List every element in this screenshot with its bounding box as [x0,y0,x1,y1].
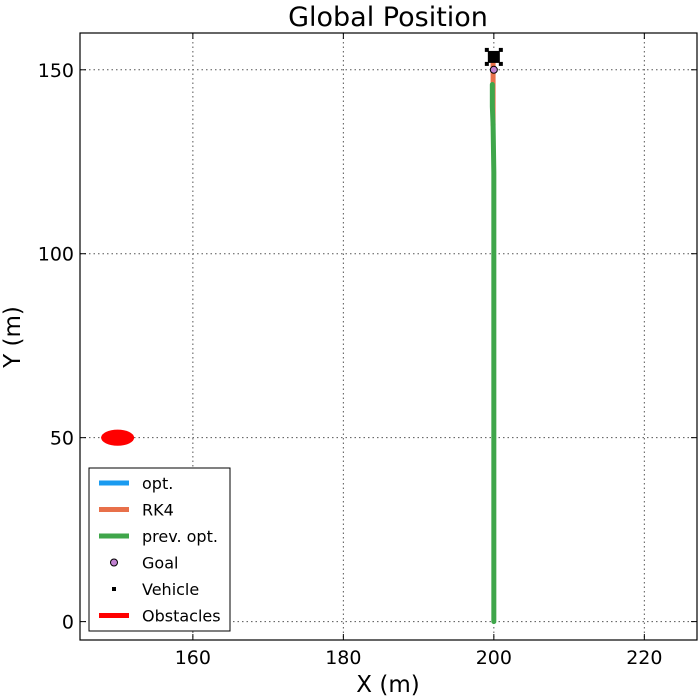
legend-label: RK4 [142,501,174,520]
series-line-prev-opt- [489,82,497,625]
vehicle-wheel-mark [498,47,503,52]
x-axis-label: X (m) [356,672,419,698]
plot-area [101,47,503,625]
plot-frame [79,32,698,641]
legend-label: Goal [142,554,178,573]
x-tick-label: 160 [175,647,211,669]
legend-box [88,467,231,632]
goal-mark [489,65,498,74]
obstacle-mark [101,429,135,446]
legend-swatch [110,558,118,567]
axis-ticks: 160 180 200 220 0 50 100 150 [38,33,697,669]
x-tick-label: 180 [325,647,361,669]
vehicle-wheel-mark [484,61,489,66]
legend-label: opt. [142,474,173,493]
vehicle-mark [487,50,500,63]
vehicle-wheel-mark [484,47,489,52]
x-tick-label: 220 [626,647,662,669]
legend-label: Obstacles [142,607,221,626]
y-tick-label: 50 [50,428,74,450]
legend-swatch [112,587,116,591]
legend-label: prev. opt. [142,527,218,546]
grid [80,33,697,640]
legend-label: Vehicle [142,580,199,599]
legend: opt. RK4 prev. opt. Goal Vehicle Obstacles [88,467,231,632]
vehicle-wheel-mark [498,61,503,66]
chart-title: Global Position [288,2,488,33]
y-tick-label: 100 [38,244,74,266]
y-axis-label: Y (m) [0,306,26,369]
x-tick-label: 200 [476,647,512,669]
y-tick-label: 0 [62,612,74,634]
y-tick-label: 150 [38,60,74,82]
